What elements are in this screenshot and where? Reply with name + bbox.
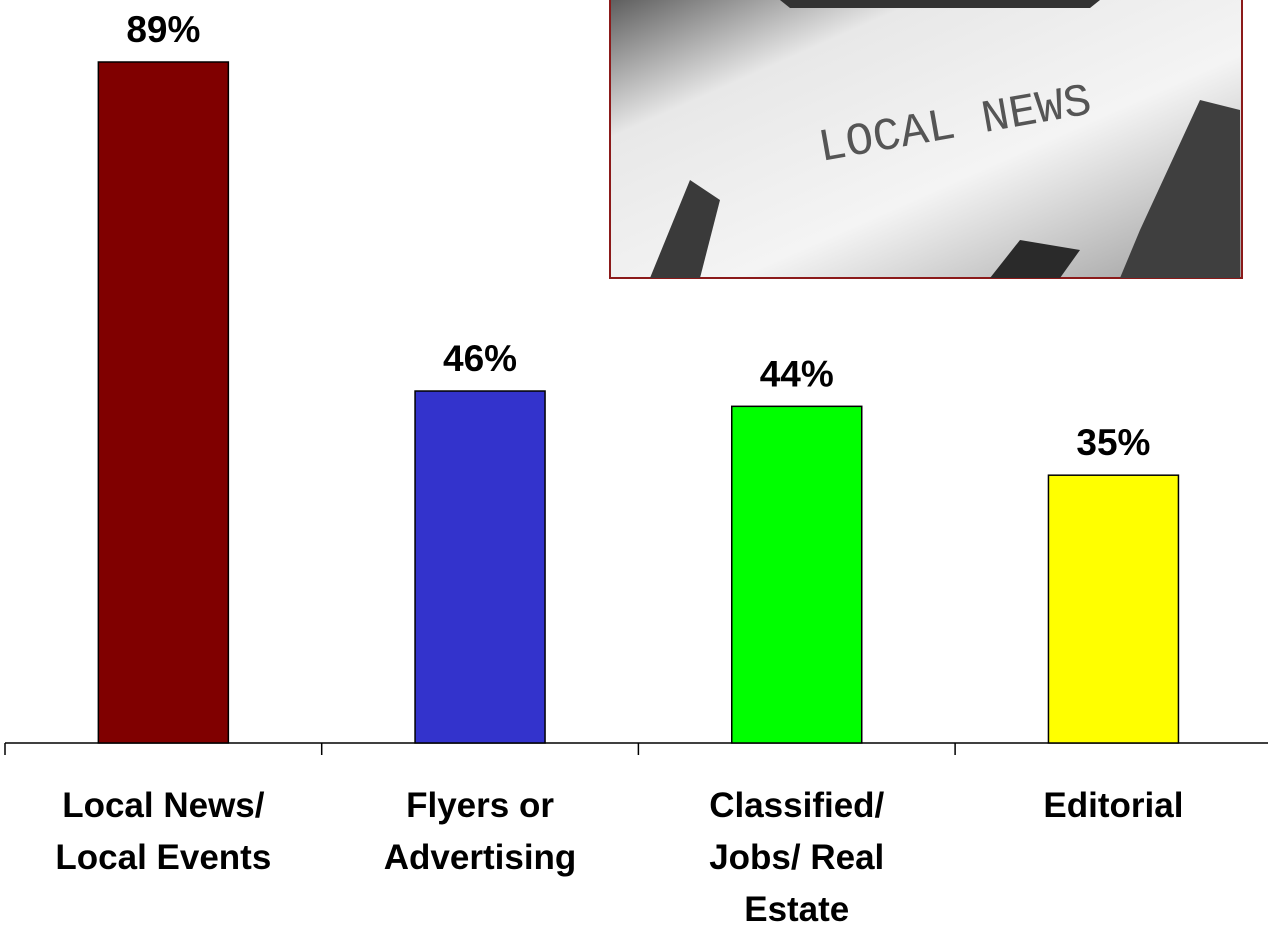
typebar	[650, 180, 720, 278]
bar	[97, 61, 230, 744]
bar	[414, 390, 546, 744]
value-label: 89%	[126, 9, 200, 50]
category-label: Classified/ Jobs/ Real Estate	[709, 786, 885, 929]
roller	[780, 0, 1100, 8]
photo: LOCAL NEWS	[609, 0, 1243, 279]
bar	[1047, 474, 1180, 744]
typebar	[1120, 100, 1240, 278]
value-label: 44%	[760, 353, 834, 394]
typebar	[990, 240, 1080, 278]
category-label: Local News/ Local Events	[55, 786, 272, 877]
bar	[731, 405, 863, 744]
value-label: 35%	[1076, 422, 1150, 463]
photo-frame	[609, 0, 1243, 279]
value-label: 46%	[443, 338, 517, 379]
category-label: Flyers or Advertising	[383, 786, 577, 877]
category-label: Editorial	[1043, 786, 1184, 825]
